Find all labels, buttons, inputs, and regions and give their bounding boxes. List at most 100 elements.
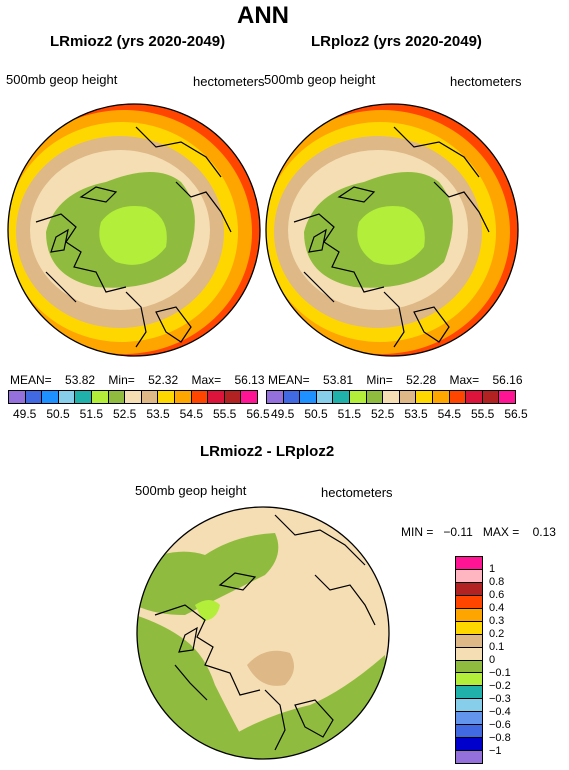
right-mean-value: 53.81 — [323, 373, 354, 387]
left-max-value: 56.13 — [234, 373, 265, 387]
colorbar-tick-label: 0 — [489, 654, 496, 666]
colorbar-tick-label: 50.5 — [46, 407, 70, 421]
right-mean-label: MEAN= — [268, 373, 310, 387]
colorbar-swatch — [456, 621, 482, 635]
colorbar-swatch — [42, 391, 59, 403]
right-min-label: Min= — [366, 373, 393, 387]
left-stats: MEAN= 53.82 Min= 52.32 Max= 56.13 — [10, 373, 265, 387]
colorbar-swatch — [241, 391, 257, 403]
colorbar-swatch — [191, 391, 209, 403]
left-max-label: Max= — [191, 373, 222, 387]
colorbar-swatch — [91, 391, 109, 403]
colorbar-swatch — [456, 686, 482, 700]
colorbar-tick-label: 0.3 — [489, 615, 505, 627]
colorbar-swatch — [456, 751, 482, 763]
colorbar-swatch — [383, 391, 400, 403]
colorbar-tick-label: 0.2 — [489, 628, 505, 640]
colorbar-tick-label: 0.4 — [489, 602, 505, 614]
colorbar-swatch — [482, 391, 500, 403]
left-colorbar — [8, 390, 258, 404]
colorbar-tick-label: 54.5 — [437, 407, 462, 421]
colorbar-tick-label: 52.5 — [112, 407, 137, 421]
colorbar-tick-label: −0.8 — [489, 732, 511, 744]
colorbar-tick-label: 53.5 — [146, 407, 170, 421]
colorbar-tick-label: 51.5 — [79, 407, 104, 421]
left-panel-title: LRmioz2 (yrs 2020-2049) — [50, 33, 226, 50]
right-polar-map — [265, 103, 519, 357]
colorbar-swatch — [456, 725, 482, 739]
colorbar-swatch — [224, 391, 242, 403]
colorbar-swatch — [456, 634, 482, 648]
colorbar-tick-label: 56.5 — [246, 407, 270, 421]
colorbar-tick-label: −0.3 — [489, 693, 511, 705]
colorbar-swatch — [108, 391, 126, 403]
colorbar-swatch — [333, 391, 350, 403]
colorbar-tick-label: 0.8 — [489, 576, 505, 588]
right-field-label: 500mb geop height — [264, 72, 376, 87]
diff-stats: MIN = −0.11 MAX = 0.13 — [401, 525, 556, 539]
left-polar-map — [7, 103, 261, 357]
colorbar-swatch — [432, 391, 450, 403]
colorbar-tick-label: −0.2 — [489, 680, 511, 692]
colorbar-swatch — [456, 738, 482, 752]
diff-max-label: MAX = — [482, 525, 520, 539]
colorbar-tick-label: 1 — [489, 563, 496, 575]
colorbar-swatch — [9, 391, 26, 403]
colorbar-tick-label: 49.5 — [270, 407, 295, 421]
colorbar-tick-label: 55.5 — [212, 407, 237, 421]
colorbar-swatch — [456, 582, 482, 596]
diff-min-value: −0.11 — [443, 525, 473, 539]
colorbar-swatch — [75, 391, 92, 403]
diff-colorbar — [455, 556, 483, 764]
colorbar-tick-label: 54.5 — [179, 407, 204, 421]
colorbar-swatch — [499, 391, 515, 403]
colorbar-swatch — [141, 391, 159, 403]
right-stats: MEAN= 53.81 Min= 52.28 Max= 56.16 — [268, 373, 523, 387]
colorbar-swatch — [174, 391, 192, 403]
colorbar-swatch — [416, 391, 433, 403]
colorbar-swatch — [58, 391, 76, 403]
diff-field-label: 500mb geop height — [135, 483, 247, 498]
left-mean-value: 53.82 — [65, 373, 96, 387]
colorbar-swatch — [316, 391, 334, 403]
colorbar-swatch — [449, 391, 467, 403]
colorbar-swatch — [25, 391, 43, 403]
left-min-label: Min= — [108, 373, 135, 387]
colorbar-swatch — [456, 647, 482, 661]
colorbar-swatch — [466, 391, 483, 403]
right-colorbar — [266, 390, 516, 404]
diff-panel-title: LRmioz2 - LRploz2 — [200, 443, 335, 460]
colorbar-tick-label: −0.4 — [489, 706, 511, 718]
colorbar-swatch — [456, 699, 482, 713]
right-max-label: Max= — [449, 373, 480, 387]
colorbar-swatch — [125, 391, 142, 403]
colorbar-tick-label: −0.1 — [489, 667, 511, 679]
colorbar-tick-label: 51.5 — [337, 407, 362, 421]
colorbar-tick-label: 56.5 — [504, 407, 528, 421]
colorbar-swatch — [456, 595, 482, 609]
colorbar-tick-label: −0.6 — [489, 719, 511, 731]
colorbar-swatch — [208, 391, 225, 403]
colorbar-tick-label: −1 — [489, 745, 502, 757]
right-min-value: 52.28 — [406, 373, 437, 387]
colorbar-tick-label: 53.5 — [404, 407, 428, 421]
right-panel-title: LRploz2 (yrs 2020-2049) — [311, 33, 482, 50]
colorbar-swatch — [456, 660, 482, 674]
colorbar-tick-label: 0.1 — [489, 641, 505, 653]
diff-max-value: 0.13 — [532, 525, 556, 539]
diff-units-label: hectometers — [321, 485, 393, 500]
colorbar-swatch — [456, 608, 482, 622]
colorbar-swatch — [366, 391, 384, 403]
colorbar-swatch — [456, 712, 482, 726]
colorbar-swatch — [158, 391, 175, 403]
colorbar-tick-label: 49.5 — [12, 407, 37, 421]
diff-min-label: MIN = — [401, 525, 434, 539]
colorbar-swatch — [349, 391, 367, 403]
colorbar-tick-label: 55.5 — [470, 407, 495, 421]
colorbar-swatch — [456, 569, 482, 583]
left-mean-label: MEAN= — [10, 373, 52, 387]
colorbar-tick-label: 50.5 — [304, 407, 328, 421]
colorbar-swatch — [399, 391, 417, 403]
colorbar-swatch — [300, 391, 317, 403]
colorbar-swatch — [267, 391, 284, 403]
